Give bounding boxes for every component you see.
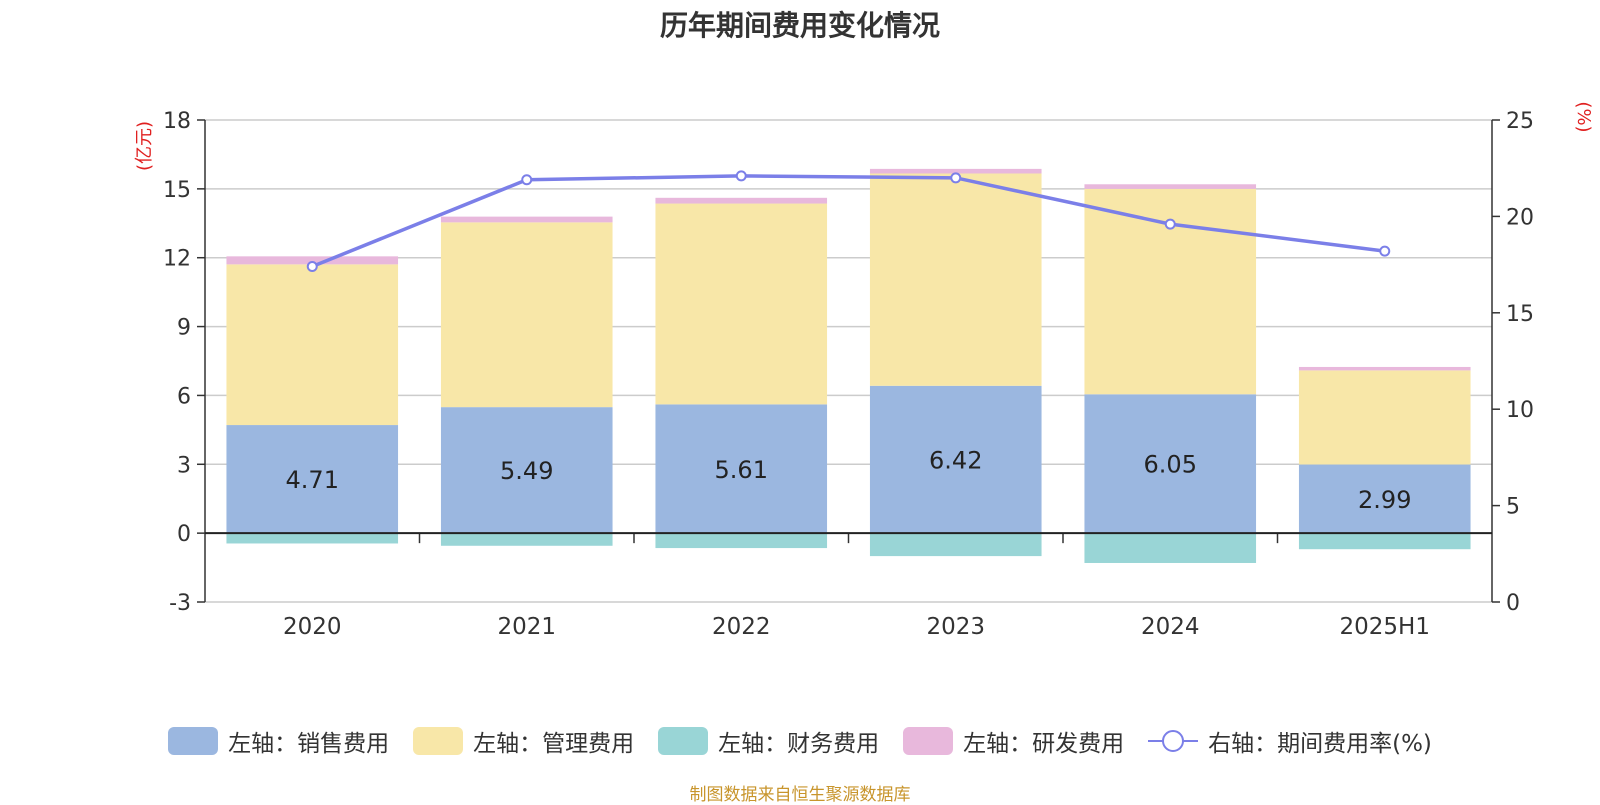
x-axis-category-label: 2024 bbox=[1141, 614, 1200, 640]
data-label-sales: 5.61 bbox=[715, 456, 768, 484]
bar-segment-sales bbox=[1298, 464, 1471, 534]
legend: 左轴：销售费用 左轴：管理费用 左轴：财务费用 左轴：研发费用 右轴：期间费用率… bbox=[0, 724, 1600, 758]
line-point-rate bbox=[306, 261, 318, 273]
x-axis-category-label: 2022 bbox=[712, 614, 771, 640]
bar-segment-rnd bbox=[655, 197, 828, 204]
legend-swatch-rnd bbox=[903, 727, 954, 755]
bar-segment-finance bbox=[1084, 533, 1257, 563]
bar-segment-rnd bbox=[1298, 366, 1471, 371]
right-axis-tick-label: 20 bbox=[1506, 205, 1534, 230]
data-label-sales: 6.42 bbox=[929, 446, 982, 474]
bar-segment-sales bbox=[226, 425, 399, 534]
bar-segment-admin bbox=[226, 264, 399, 426]
bar-segment-sales bbox=[1084, 394, 1257, 534]
bar-segment-sales bbox=[440, 407, 613, 534]
legend-label-admin: 左轴：管理费用 bbox=[473, 731, 635, 757]
line-point-rate bbox=[950, 172, 962, 184]
left-axis-tick-label: -3 bbox=[169, 591, 191, 616]
legend-label-rnd: 左轴：研发费用 bbox=[963, 731, 1125, 757]
data-label-sales: 4.71 bbox=[286, 466, 339, 494]
bar-segment-finance bbox=[655, 533, 828, 549]
bar-segment-finance bbox=[1298, 533, 1471, 550]
legend-label-rate: 右轴：期间费用率(%) bbox=[1208, 731, 1432, 757]
legend-label-sales: 左轴：销售费用 bbox=[228, 731, 390, 757]
data-label-sales: 6.05 bbox=[1144, 451, 1197, 479]
legend-item-rate[interactable]: 右轴：期间费用率(%) bbox=[1148, 724, 1432, 758]
chart-title: 历年期间费用变化情况 bbox=[659, 9, 940, 42]
chart-plot: -3 0 3 6 9 12 15 18 0 5 10 15 20 25 (亿元) (%) 4.71 2020 5.4… bbox=[134, 101, 1594, 640]
bar-segment-admin bbox=[869, 173, 1042, 386]
bar-segment-sales bbox=[655, 404, 828, 534]
right-axis-unit-label: (%) bbox=[1573, 101, 1594, 132]
x-axis-category-label: 2020 bbox=[283, 614, 342, 640]
legend-swatch-admin bbox=[413, 727, 464, 755]
bar-segment-rnd bbox=[1084, 184, 1257, 189]
left-axis-tick-label: 0 bbox=[177, 522, 191, 547]
legend-item-rnd[interactable]: 左轴：研发费用 bbox=[903, 724, 1124, 758]
right-axis-tick-label: 0 bbox=[1506, 591, 1520, 616]
bar-segment-finance bbox=[440, 533, 613, 546]
bar-segment-admin bbox=[655, 203, 828, 405]
right-axis-tick-label: 5 bbox=[1506, 495, 1520, 520]
line-point-rate bbox=[735, 170, 747, 182]
legend-item-admin[interactable]: 左轴：管理费用 bbox=[413, 724, 634, 758]
left-axis-tick-label: 18 bbox=[163, 109, 191, 134]
left-axis-tick-label: 9 bbox=[177, 316, 191, 341]
right-axis-tick-label: 25 bbox=[1506, 109, 1534, 134]
bar-segment-rnd bbox=[869, 168, 1042, 174]
left-axis-tick-label: 6 bbox=[177, 384, 191, 409]
left-axis-tick-label: 15 bbox=[163, 178, 191, 203]
legend-swatch-sales bbox=[168, 727, 219, 755]
bar-segment-admin bbox=[440, 222, 613, 408]
line-point-rate bbox=[1379, 245, 1391, 257]
legend-item-sales[interactable]: 左轴：销售费用 bbox=[168, 724, 389, 758]
bar-segment-rnd bbox=[440, 216, 613, 223]
legend-swatch-finance bbox=[658, 727, 709, 755]
line-point-rate bbox=[521, 174, 533, 186]
right-axis-tick-label: 10 bbox=[1506, 398, 1534, 423]
left-axis-tick-label: 3 bbox=[177, 453, 191, 478]
left-axis-unit-label: (亿元) bbox=[134, 121, 155, 171]
x-axis-category-label: 2023 bbox=[926, 614, 985, 640]
line-point-rate bbox=[1164, 218, 1176, 230]
data-label-sales: 5.49 bbox=[500, 457, 553, 485]
bar-segment-sales bbox=[869, 385, 1042, 534]
data-label-sales: 2.99 bbox=[1358, 486, 1411, 514]
legend-swatch-rate bbox=[1148, 730, 1199, 752]
legend-item-finance[interactable]: 左轴：财务费用 bbox=[658, 724, 879, 758]
left-axis-tick-label: 12 bbox=[163, 247, 191, 272]
x-axis-category-label: 2025H1 bbox=[1340, 614, 1430, 640]
x-axis-category-label: 2021 bbox=[497, 614, 556, 640]
bar-segment-finance bbox=[226, 533, 399, 544]
bar-segment-admin bbox=[1298, 370, 1471, 465]
bar-segment-rnd bbox=[226, 256, 399, 265]
series-line-rate bbox=[311, 174, 1385, 269]
legend-label-finance: 左轴：财务费用 bbox=[718, 731, 880, 757]
right-axis-tick-label: 15 bbox=[1506, 302, 1534, 327]
bar-segment-finance bbox=[869, 533, 1042, 557]
source-note: 制图数据来自恒生聚源数据库 bbox=[689, 785, 911, 805]
